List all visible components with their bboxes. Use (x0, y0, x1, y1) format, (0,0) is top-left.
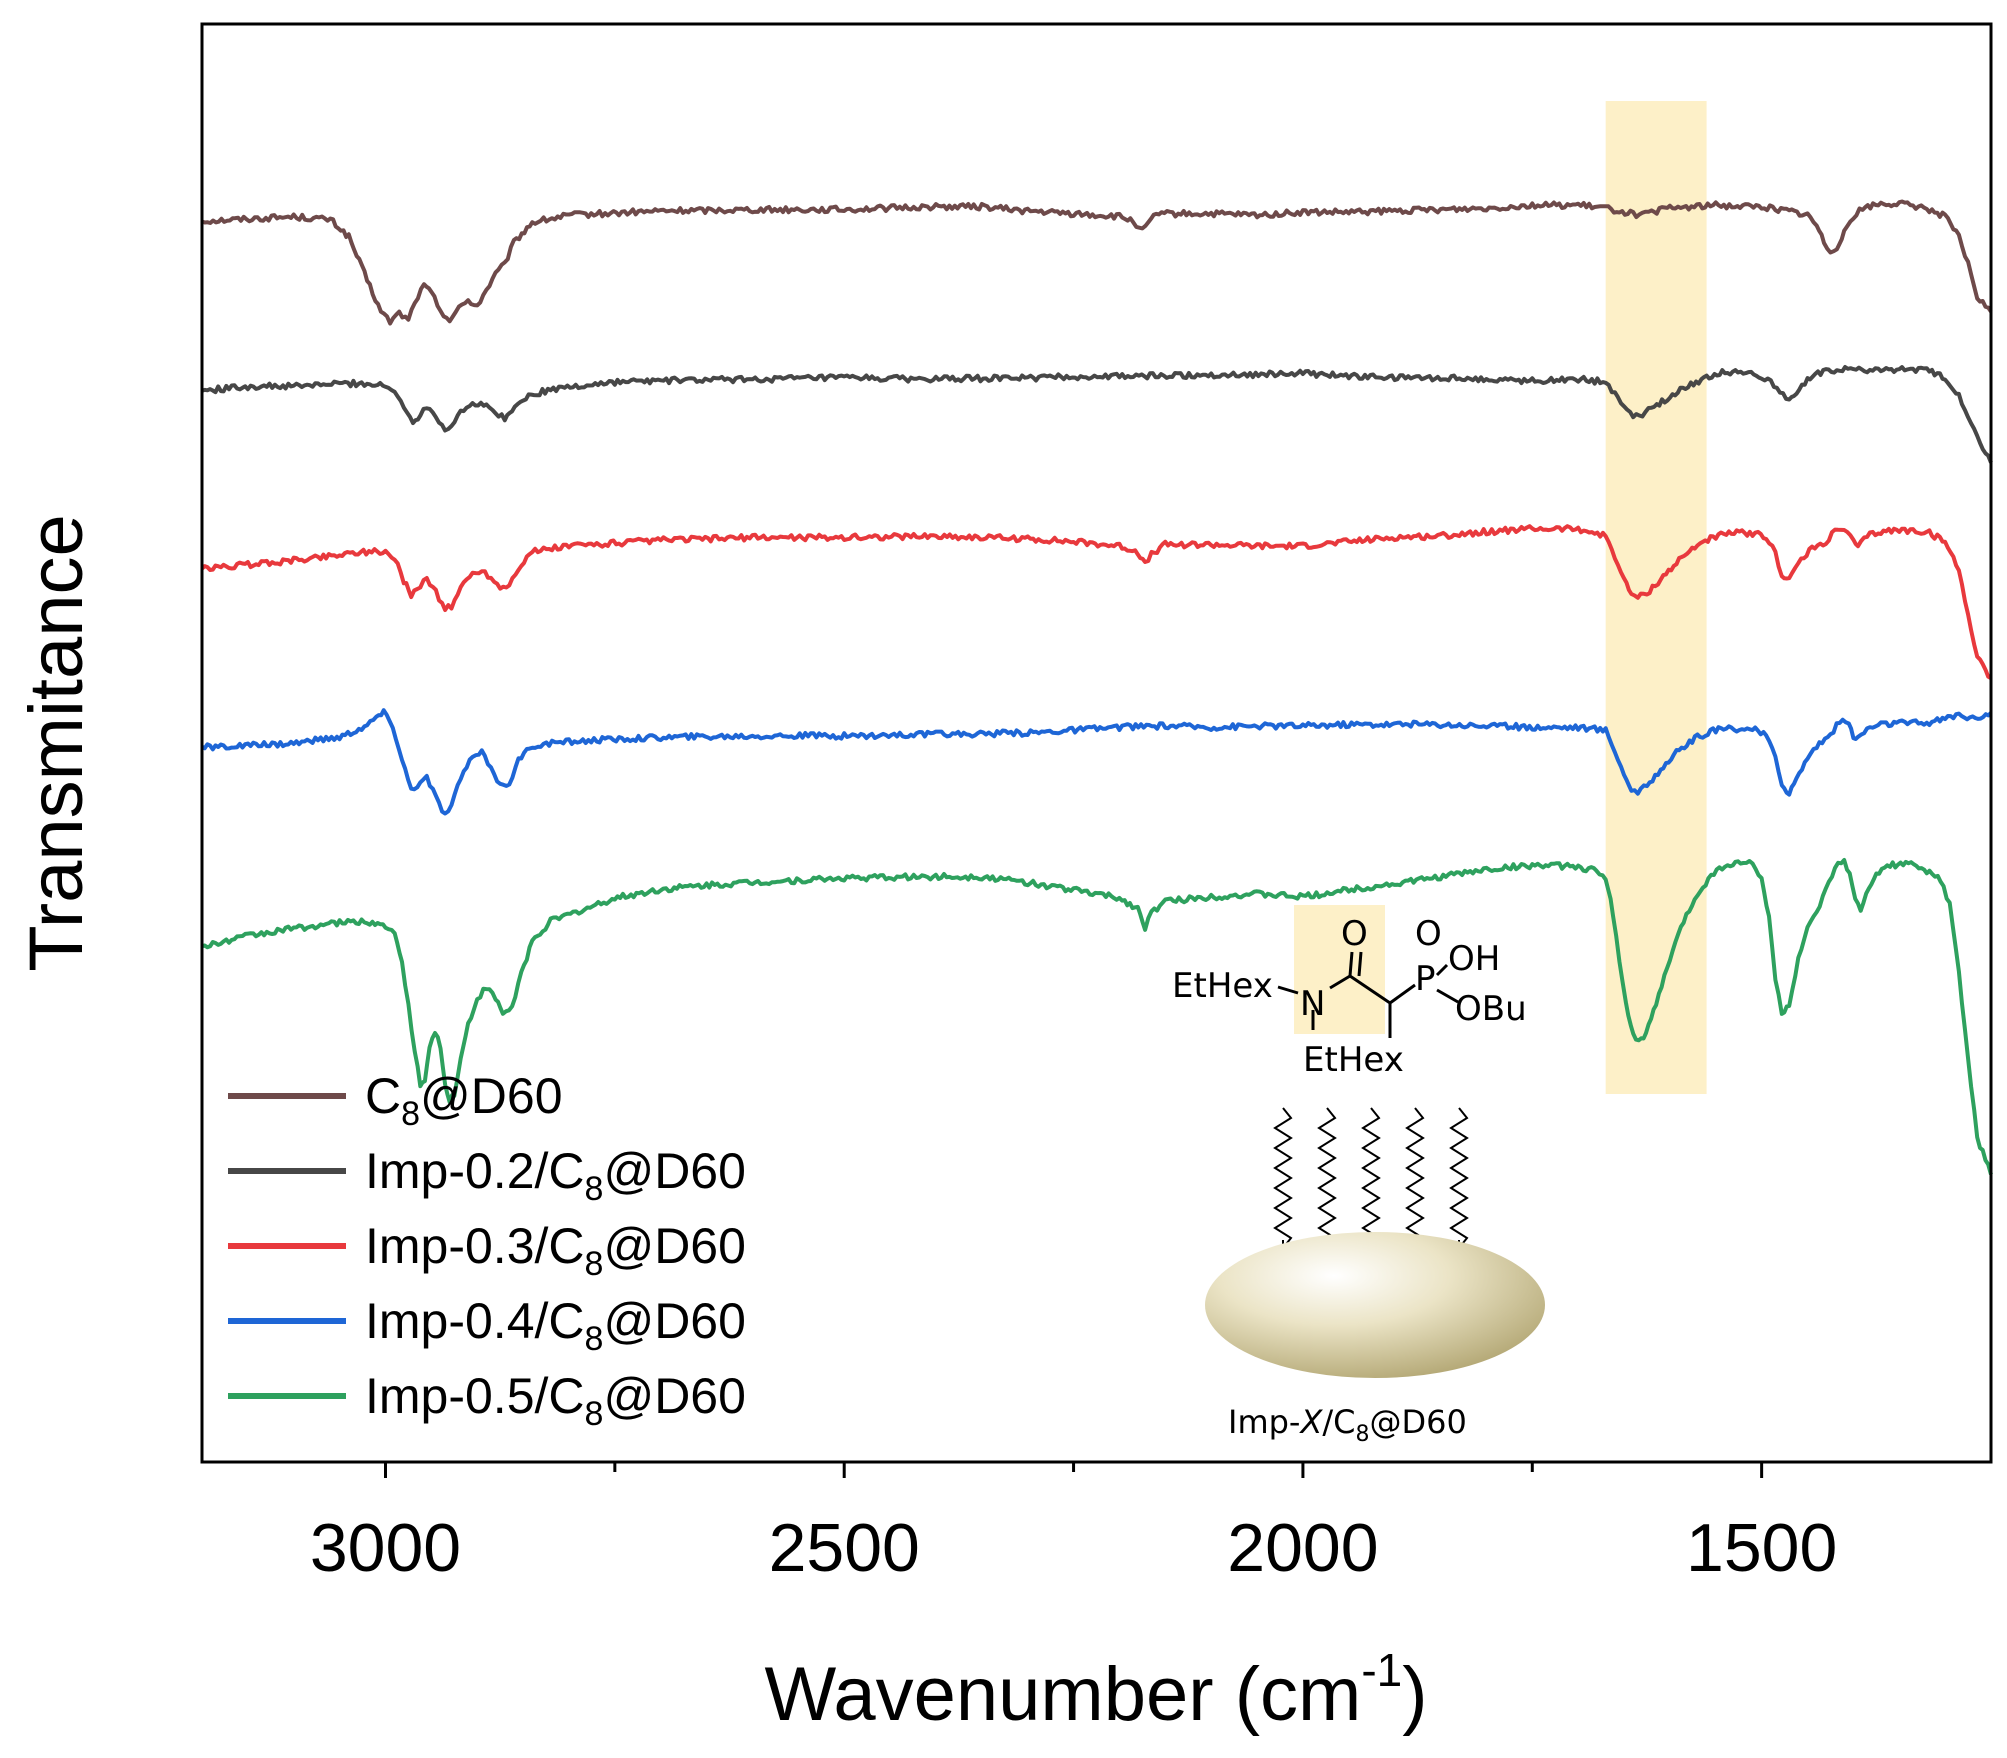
ethex-label-1: EtHex (1172, 966, 1273, 1006)
x-axis-title: Wavenumber (cm-1) (764, 1644, 1427, 1737)
oh-label: OH (1448, 939, 1500, 979)
x-tick-label: 3000 (310, 1510, 461, 1586)
ethex-label-2: EtHex (1303, 1040, 1404, 1080)
p-atom-label: P (1415, 959, 1436, 999)
molecule-bonds (1277, 951, 1459, 1038)
legend-label-1: C8@D60 (365, 1068, 563, 1133)
legend-label-5: Imp-0.5/C8@D60 (365, 1368, 746, 1433)
series-layer (200, 199, 1993, 1175)
series-line-2 (201, 365, 1993, 464)
alkyl-chain-2 (1317, 1107, 1337, 1251)
series-line-1 (201, 199, 1993, 326)
obu-label: OBu (1455, 989, 1527, 1029)
x-tick-label: 1500 (1686, 1510, 1837, 1586)
alkyl-chain-4 (1405, 1107, 1425, 1251)
highlight-band (1605, 101, 1707, 1094)
amide-highlight (1294, 905, 1385, 1034)
alkyl-chain-1 (1273, 1107, 1293, 1251)
plot-frame (200, 22, 1993, 1464)
x-tick-label: 2500 (769, 1510, 920, 1586)
alkyl-chain-3 (1361, 1107, 1381, 1251)
x-axis-ticks: 3000 2500 2000 1500 (310, 1462, 1837, 1586)
legend-label-3: Imp-0.3/C8@D60 (365, 1218, 746, 1283)
alkyl-chains (1273, 1107, 1469, 1251)
particle-ellipse (1205, 1232, 1545, 1378)
inset-caption: Imp-X/C8@D60 (1228, 1403, 1467, 1447)
legend-label-2: Imp-0.2/C8@D60 (365, 1143, 746, 1208)
n-atom-label: N (1300, 984, 1325, 1024)
legend: C8@D60 Imp-0.2/C8@D60 Imp-0.3/C8@D60 Imp-0.… (228, 1068, 746, 1433)
y-axis-title: Transmitance (14, 514, 99, 972)
o-phos-label: O (1415, 914, 1442, 954)
alkyl-chain-5 (1449, 1107, 1469, 1251)
series-line-4 (200, 708, 1993, 816)
legend-label-4: Imp-0.4/C8@D60 (365, 1293, 746, 1358)
series-line-3 (200, 524, 1992, 681)
inset-illustration: EtHex N EtHex O P O OH OBu Imp-X/C8@D60 (1172, 905, 1545, 1447)
series-line-5 (201, 858, 1993, 1175)
o-carbonyl-label: O (1341, 914, 1368, 954)
x-tick-label: 2000 (1227, 1510, 1378, 1586)
